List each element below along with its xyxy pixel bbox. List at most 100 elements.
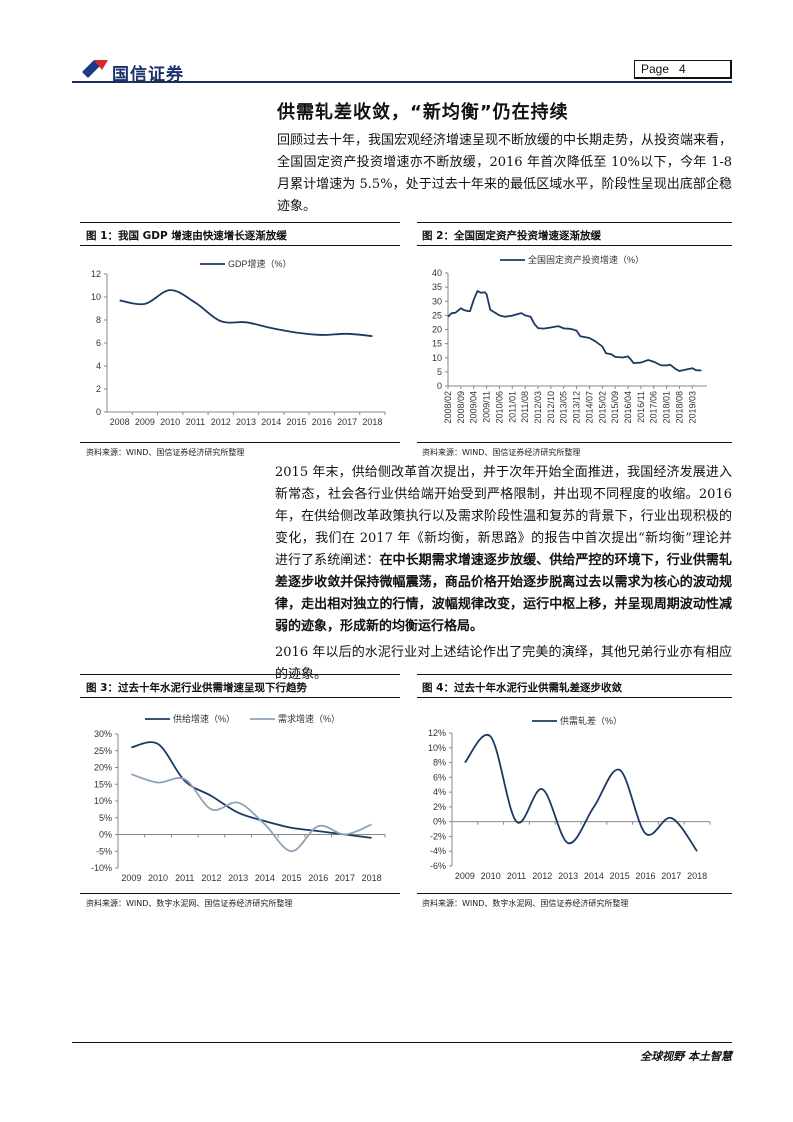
- x-tick-label: 2018: [687, 871, 707, 881]
- x-tick-label: 2018: [362, 873, 382, 883]
- x-tick-label: 2009: [455, 871, 475, 881]
- figure-1-caption-rule: [80, 245, 400, 246]
- y-tick-label: 2%: [433, 802, 446, 812]
- x-tick-label: 2015/02: [597, 391, 607, 424]
- intro-block: 回顾过去十年，我国宏观经济增速呈现不断放缓的中长期走势，从投资端来看，全国固定资…: [277, 130, 732, 218]
- logo-icon: [82, 60, 108, 78]
- x-tick-label: 2009/11: [482, 391, 492, 423]
- series-line-1: [131, 741, 372, 839]
- legend-label: 供给增速（%）: [173, 713, 235, 724]
- figure-4-source: 资料来源：WIND、数字水泥网、国信证券经济研究所整理: [422, 899, 629, 908]
- y-tick-label: 5: [437, 367, 442, 377]
- series-line-1: [464, 733, 698, 852]
- page-number: 4: [679, 62, 686, 76]
- figure-3-caption-rule: [80, 697, 400, 698]
- figure-3-caption: 图 3：过去十年水泥行业供需增速呈现下行趋势: [86, 682, 307, 694]
- x-tick-label: 2015: [287, 417, 307, 427]
- header-rule: [72, 81, 732, 83]
- y-tick-label: -4%: [430, 846, 446, 856]
- y-tick-label: 25: [432, 310, 442, 320]
- legend-label: 全国固定资产投资增速（%）: [528, 254, 644, 265]
- x-tick-label: 2013/05: [559, 391, 569, 424]
- y-tick-label: 15: [432, 339, 442, 349]
- x-tick-label: 2011: [186, 417, 205, 427]
- page-indicator: Page 4: [634, 60, 732, 79]
- figure-1-bottom-rule: [80, 442, 400, 443]
- x-tick-label: 2017: [335, 873, 355, 883]
- y-tick-label: -2%: [430, 831, 446, 841]
- x-tick-label: 2013: [236, 417, 256, 427]
- y-tick-label: 4%: [433, 787, 446, 797]
- x-tick-label: 2013: [558, 871, 578, 881]
- x-tick-label: 2008/02: [443, 391, 453, 424]
- x-tick-label: 2010: [148, 873, 168, 883]
- series-line-1: [447, 290, 702, 372]
- y-tick-label: 8%: [433, 758, 446, 768]
- y-tick-label: 10: [91, 292, 101, 302]
- y-tick-label: 5%: [99, 813, 112, 823]
- figure-3-top-rule: [80, 674, 400, 675]
- x-tick-label: 2013/12: [572, 391, 582, 424]
- figure-4-caption-rule: [417, 697, 732, 698]
- y-tick-label: 0: [96, 407, 101, 417]
- y-tick-label: 6: [96, 338, 101, 348]
- x-tick-label: 2016: [312, 417, 332, 427]
- figure-4-bottom-rule: [417, 893, 732, 894]
- figure-2-top-rule: [417, 222, 732, 223]
- figure-4-top-rule: [417, 674, 732, 675]
- x-tick-label: 2011: [507, 871, 526, 881]
- chart-3: -10% -5% 0% 5% 10% 15% 20% 25% 30% 2009 2010 2011 20…: [91, 713, 386, 883]
- figure-2-bottom-rule: [417, 442, 732, 443]
- y-tick-label: 0%: [433, 817, 446, 827]
- x-tick-label: 2013: [228, 873, 248, 883]
- y-tick-label: 20%: [94, 763, 112, 773]
- x-tick-label: 2012: [201, 873, 221, 883]
- x-tick-label: 2008: [110, 417, 130, 427]
- x-tick-label: 2015: [610, 871, 630, 881]
- body-text-block: 2015 年末，供给侧改革首次提出，并于次年开始全面推进，我国经济发展进入新常态…: [275, 462, 732, 686]
- x-tick-label: 2011/01: [507, 391, 517, 423]
- x-tick-label: 2010/06: [494, 391, 504, 424]
- chart-1: 0 2 4 6 8 10 12 2008 2009 2010 2011 2012 2013 2014 201…: [91, 258, 386, 427]
- figure-1-caption: 图 1：我国 GDP 增速由快速增长逐渐放缓: [86, 230, 287, 242]
- x-tick-label: 2014: [255, 873, 275, 883]
- paragraph-normal-text: 2015 年末，供给侧改革首次提出，并于次年开始全面推进，我国经济发展进入新常态…: [275, 465, 732, 568]
- y-tick-label: 6%: [433, 772, 446, 782]
- x-tick-label: 2016/04: [623, 391, 633, 424]
- y-tick-label: -5%: [96, 846, 112, 856]
- x-tick-label: 2016: [308, 873, 328, 883]
- x-tick-label: 2016: [635, 871, 655, 881]
- y-tick-label: 0: [437, 381, 442, 391]
- y-tick-label: 12: [91, 269, 101, 279]
- x-tick-label: 2012: [211, 417, 231, 427]
- series-line-2: [131, 773, 372, 853]
- legend-label: GDP增速（%）: [228, 258, 292, 269]
- figure-4-caption: 图 4：过去十年水泥行业供需轧差逐步收敛: [422, 682, 622, 694]
- x-tick-label: 2009: [121, 873, 141, 883]
- page-label: Page: [641, 62, 670, 76]
- y-tick-label: -10%: [91, 863, 112, 873]
- x-tick-label: 2016/11: [636, 391, 646, 423]
- figure-3-source: 资料来源：WIND、数字水泥网、国信证券经济研究所整理: [86, 899, 293, 908]
- legend-label: 供需轧差（%）: [560, 715, 622, 726]
- footer-rule: [72, 1042, 732, 1043]
- x-tick-label: 2014/07: [584, 391, 594, 424]
- x-tick-label: 2011/08: [520, 391, 530, 423]
- figure-2-caption-rule: [417, 245, 732, 246]
- x-tick-label: 2017: [337, 417, 357, 427]
- x-tick-label: 2010: [160, 417, 180, 427]
- x-tick-label: 2012/10: [546, 391, 556, 424]
- y-tick-label: 30%: [94, 729, 112, 739]
- paragraph-intro: 回顾过去十年，我国宏观经济增速呈现不断放缓的中长期走势，从投资端来看，全国固定资…: [277, 133, 733, 214]
- x-tick-label: 2015: [282, 873, 302, 883]
- x-tick-label: 2017: [661, 871, 681, 881]
- figure-1-source: 资料来源：WIND、国信证券经济研究所整理: [86, 448, 245, 457]
- footer-slogan: 全球视野 本土智慧: [640, 1050, 732, 1063]
- x-tick-label: 2012: [532, 871, 552, 881]
- company-logo: 国信证券: [80, 58, 210, 85]
- x-tick-label: 2011: [175, 873, 194, 883]
- x-tick-label: 2012/03: [533, 391, 543, 424]
- y-tick-label: 8: [96, 315, 101, 325]
- y-tick-label: 12%: [428, 728, 446, 738]
- legend-label: 需求增速（%）: [278, 713, 340, 724]
